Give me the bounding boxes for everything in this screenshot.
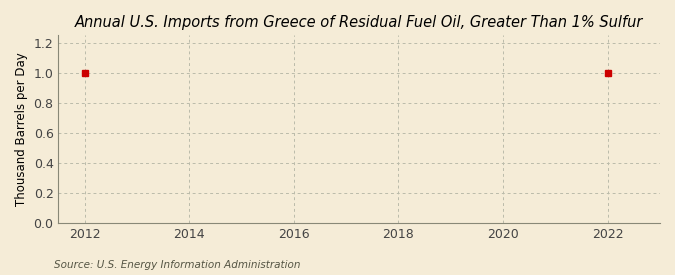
Title: Annual U.S. Imports from Greece of Residual Fuel Oil, Greater Than 1% Sulfur: Annual U.S. Imports from Greece of Resid… bbox=[75, 15, 643, 30]
Text: Source: U.S. Energy Information Administration: Source: U.S. Energy Information Administ… bbox=[54, 260, 300, 270]
Y-axis label: Thousand Barrels per Day: Thousand Barrels per Day bbox=[15, 52, 28, 206]
